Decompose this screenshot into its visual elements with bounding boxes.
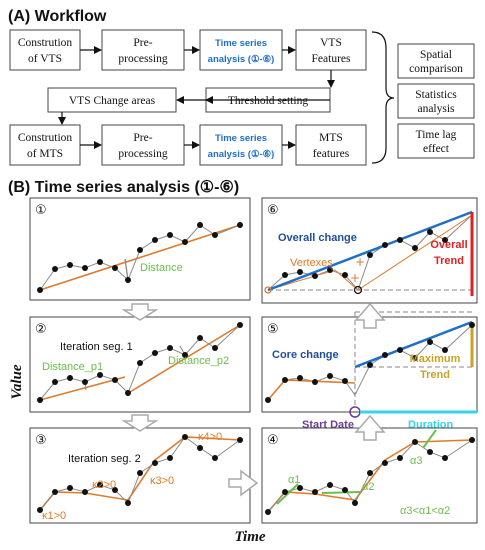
box-preprocessing-1: Pre- processing bbox=[101, 29, 185, 71]
kappa1-label: κ1>0 bbox=[42, 510, 66, 522]
box-statistics-analysis: Statistics analysis bbox=[397, 83, 475, 119]
panel-4: ④ α1 α2 α3 α3<α1<α2 bbox=[261, 427, 478, 524]
box-vts-features: VTS Features bbox=[295, 29, 367, 71]
svg-text:Constrution: Constrution bbox=[18, 132, 73, 144]
arrow-5-to-6 bbox=[354, 302, 386, 329]
panel-6: ⑥ + + Overall change Vertexes Overall Tr… bbox=[261, 197, 478, 304]
svg-text:Threshold setting: Threshold setting bbox=[228, 95, 308, 107]
svg-text:features: features bbox=[313, 148, 350, 160]
core-change-label: Core change bbox=[272, 349, 339, 361]
alpha1-label: α1 bbox=[288, 474, 300, 486]
kappa2-label: κ2>0 bbox=[92, 479, 116, 491]
iteration-seg-1-label: Iteration seg. 1 bbox=[60, 341, 133, 353]
box-time-series-analysis-1: Time series analysis (①-⑥) bbox=[199, 29, 283, 71]
distance-p1-label: Distance_p1 bbox=[42, 361, 103, 373]
svg-text:processing: processing bbox=[118, 53, 167, 65]
svg-text:+: + bbox=[355, 255, 365, 269]
svg-text:Pre-: Pre- bbox=[133, 37, 152, 49]
panel-3: ③ Iteration seg. 2 κ1>0 κ2>0 κ3>0 κ4>0 bbox=[29, 427, 251, 524]
y-axis-label: Value bbox=[9, 364, 25, 399]
overall-trend-label-2: Trend bbox=[434, 255, 464, 267]
arrow-1-to-2 bbox=[121, 303, 159, 321]
svg-text:④: ④ bbox=[267, 433, 279, 448]
svg-text:Time lag: Time lag bbox=[416, 129, 457, 141]
arrow-4-to-5 bbox=[354, 414, 386, 441]
svg-text:Features: Features bbox=[312, 53, 351, 65]
svg-text:of MTS: of MTS bbox=[27, 148, 63, 160]
svg-text:processing: processing bbox=[118, 148, 167, 160]
svg-text:analysis (①-⑥): analysis (①-⑥) bbox=[208, 149, 275, 160]
svg-text:⑥: ⑥ bbox=[267, 203, 279, 218]
svg-text:②: ② bbox=[35, 322, 47, 337]
svg-text:of VTS: of VTS bbox=[28, 53, 62, 65]
svg-text:+: + bbox=[350, 271, 360, 285]
workflow-arrows bbox=[58, 46, 335, 149]
panel-1: ① Distance bbox=[29, 197, 251, 301]
x-axis-label: Time bbox=[234, 529, 265, 545]
section-b-title: (B) Time series analysis (①-⑥) bbox=[8, 179, 239, 196]
svg-text:Constrution: Constrution bbox=[18, 37, 73, 49]
svg-text:analysis: analysis bbox=[417, 103, 455, 115]
svg-text:③: ③ bbox=[35, 433, 47, 448]
svg-text:Spatial: Spatial bbox=[420, 49, 452, 61]
arrow-2-to-3 bbox=[121, 414, 159, 432]
svg-text:comparison: comparison bbox=[409, 63, 463, 75]
svg-text:①: ① bbox=[35, 203, 47, 218]
flow-arrows bbox=[121, 302, 386, 497]
overall-change-label: Overall change bbox=[278, 232, 357, 244]
box-construction-mts: Constrution of MTS bbox=[9, 124, 81, 166]
panel-2: ② Iteration seg. 1 Distance_p1 Distance_… bbox=[29, 316, 251, 413]
svg-text:Time series: Time series bbox=[215, 38, 267, 49]
alpha3-label: α3 bbox=[410, 455, 422, 467]
svg-text:VTS Change areas: VTS Change areas bbox=[69, 95, 156, 107]
box-time-lag-effect: Time lag effect bbox=[397, 123, 475, 159]
svg-text:VTS: VTS bbox=[320, 37, 342, 49]
kappa3-label: κ3>0 bbox=[150, 475, 174, 487]
svg-text:Time series: Time series bbox=[215, 133, 267, 144]
distance-p2-label: Distance_p2 bbox=[168, 355, 229, 367]
kappa4-label: κ4>0 bbox=[198, 431, 222, 443]
svg-text:MTS: MTS bbox=[319, 132, 343, 144]
svg-text:effect: effect bbox=[423, 143, 450, 155]
overall-trend-label-1: Overall bbox=[430, 239, 467, 251]
arrow-3-to-4 bbox=[228, 469, 259, 497]
panel-5: ⑤ Core change Maximum Trend bbox=[261, 311, 478, 413]
box-mts-features: MTS features bbox=[295, 124, 367, 166]
box-construction-vts: Constrution of VTS bbox=[9, 29, 81, 71]
alpha2-label: α2 bbox=[362, 481, 374, 493]
iteration-seg-2-label: Iteration seg. 2 bbox=[68, 453, 141, 465]
svg-text:analysis (①-⑥): analysis (①-⑥) bbox=[208, 54, 275, 65]
box-preprocessing-2: Pre- processing bbox=[101, 124, 185, 166]
section-a-title: (A) Workflow bbox=[8, 8, 107, 25]
maximum-trend-label-1: Maximum bbox=[410, 353, 461, 365]
box-time-series-analysis-2: Time series analysis (①-⑥) bbox=[199, 124, 283, 166]
svg-text:Pre-: Pre- bbox=[133, 132, 152, 144]
distance-label: Distance bbox=[140, 262, 183, 274]
box-spatial-comparison: Spatial comparison bbox=[397, 43, 475, 79]
svg-text:Statistics: Statistics bbox=[415, 89, 457, 101]
box-vts-change-areas: VTS Change areas bbox=[47, 87, 177, 113]
alpha-relation-label: α3<α1<α2 bbox=[400, 505, 450, 517]
brace bbox=[371, 31, 395, 164]
vertexes-label: Vertexes bbox=[290, 257, 333, 269]
svg-text:⑤: ⑤ bbox=[267, 322, 279, 337]
maximum-trend-label-2: Trend bbox=[420, 369, 450, 381]
